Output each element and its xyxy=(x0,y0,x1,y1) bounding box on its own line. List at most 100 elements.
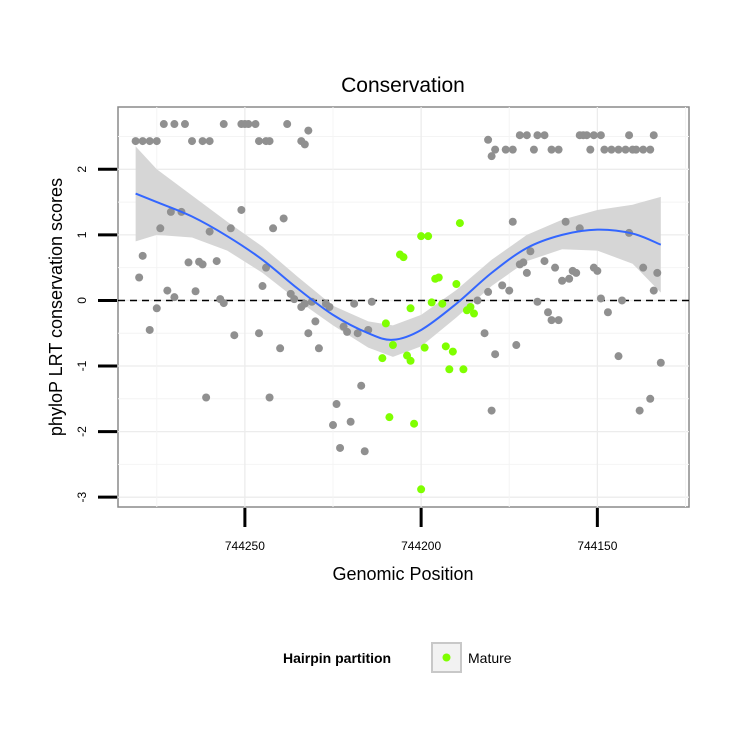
hairpin-point xyxy=(254,329,263,338)
confidence-band xyxy=(135,146,661,357)
mature-point xyxy=(399,253,408,262)
hairpin-point xyxy=(166,207,175,216)
y-tick-label: -3 xyxy=(75,492,89,503)
hairpin-point xyxy=(522,268,531,277)
hairpin-point xyxy=(159,120,168,129)
hairpin-point xyxy=(653,268,662,277)
hairpin-point xyxy=(621,145,630,154)
hairpin-point xyxy=(357,381,366,390)
hairpin-point xyxy=(519,258,528,267)
hairpin-point xyxy=(145,325,154,334)
mature-point xyxy=(455,219,464,228)
hairpin-point xyxy=(131,137,140,146)
legend-key-mature-icon xyxy=(442,653,451,662)
x-tick-label: 744250 xyxy=(225,539,265,553)
mature-point xyxy=(441,342,450,351)
hairpin-point xyxy=(614,352,623,361)
hairpin-point xyxy=(329,421,338,430)
hairpin-point xyxy=(596,131,605,140)
hairpin-point xyxy=(304,126,313,135)
hairpin-point xyxy=(572,268,581,277)
mature-point xyxy=(385,413,394,422)
mature-point xyxy=(378,354,387,363)
hairpin-point xyxy=(367,297,376,306)
x-tick-label: 744150 xyxy=(577,539,617,553)
hairpin-point xyxy=(603,308,612,317)
plot-panel xyxy=(117,106,690,508)
hairpin-point xyxy=(188,137,197,146)
legend-key-box xyxy=(431,642,462,673)
hairpin-point xyxy=(526,247,535,256)
x-axis: 744250 744200 744150 xyxy=(225,508,618,553)
hairpin-point xyxy=(135,273,144,282)
hairpin-point xyxy=(202,393,211,402)
hairpin-point xyxy=(639,263,648,272)
hairpin-point xyxy=(484,135,493,144)
hairpin-point xyxy=(156,224,165,233)
hairpin-point xyxy=(276,344,285,353)
hairpin-point xyxy=(491,145,500,154)
legend-title: Hairpin partition xyxy=(283,650,391,666)
hairpin-point xyxy=(230,331,239,340)
hairpin-point xyxy=(170,293,179,302)
hairpin-point xyxy=(656,358,665,367)
chart-title: Conservation xyxy=(341,74,465,97)
hairpin-point xyxy=(314,344,323,353)
mature-point xyxy=(445,365,454,374)
hairpin-point xyxy=(508,145,517,154)
hairpin-point xyxy=(639,145,648,154)
hairpin-point xyxy=(307,297,316,306)
mature-point xyxy=(417,485,426,494)
hairpin-point xyxy=(145,137,154,146)
hairpin-point xyxy=(487,152,496,161)
hairpin-point xyxy=(332,400,341,409)
hairpin-point xyxy=(360,447,369,456)
hairpin-point xyxy=(152,137,161,146)
hairpin-point xyxy=(554,145,563,154)
mature-point xyxy=(417,232,426,241)
x-tick-label: 744200 xyxy=(401,539,441,553)
hairpin-point xyxy=(269,224,278,233)
hairpin-point xyxy=(551,263,560,272)
hairpin-point xyxy=(336,443,345,452)
hairpin-point xyxy=(540,257,549,266)
hairpin-point xyxy=(600,145,609,154)
y-tick-label: 2 xyxy=(75,166,89,173)
hairpin-point xyxy=(311,317,320,326)
hairpin-point xyxy=(254,137,263,146)
mature-point xyxy=(388,341,397,350)
hairpin-point xyxy=(219,299,228,308)
mature-point xyxy=(469,309,478,318)
mature-point xyxy=(448,347,457,356)
hairpin-point xyxy=(625,131,634,140)
hairpin-point xyxy=(212,257,221,266)
hairpin-point xyxy=(632,145,641,154)
hairpin-point xyxy=(508,217,517,226)
hairpin-point xyxy=(325,303,334,311)
mature-point xyxy=(420,343,429,352)
hairpin-point xyxy=(547,145,556,154)
hairpin-point xyxy=(522,131,531,140)
hairpin-point xyxy=(515,131,524,140)
mature-point xyxy=(381,319,390,328)
hairpin-point xyxy=(558,276,567,285)
hairpin-point xyxy=(635,406,644,415)
smooth-curve xyxy=(135,192,662,341)
hairpin-point xyxy=(244,120,253,129)
hairpin-point xyxy=(283,120,292,129)
hairpin-point xyxy=(607,145,616,154)
hairpin-point xyxy=(589,131,598,140)
hairpin-point xyxy=(205,137,214,146)
y-tick-label: 1 xyxy=(75,231,89,238)
hairpin-point xyxy=(191,287,200,296)
hairpin-point xyxy=(258,282,267,291)
hairpin-point xyxy=(304,329,313,338)
hairpin-point xyxy=(343,327,352,336)
hairpin-point xyxy=(529,145,538,154)
hairpin-point xyxy=(533,131,542,140)
hairpin-point xyxy=(265,137,274,146)
hairpin-point xyxy=(554,316,563,325)
hairpin-point xyxy=(586,145,595,154)
y-tick-label: 0 xyxy=(75,297,89,304)
hairpin-point xyxy=(279,214,288,223)
